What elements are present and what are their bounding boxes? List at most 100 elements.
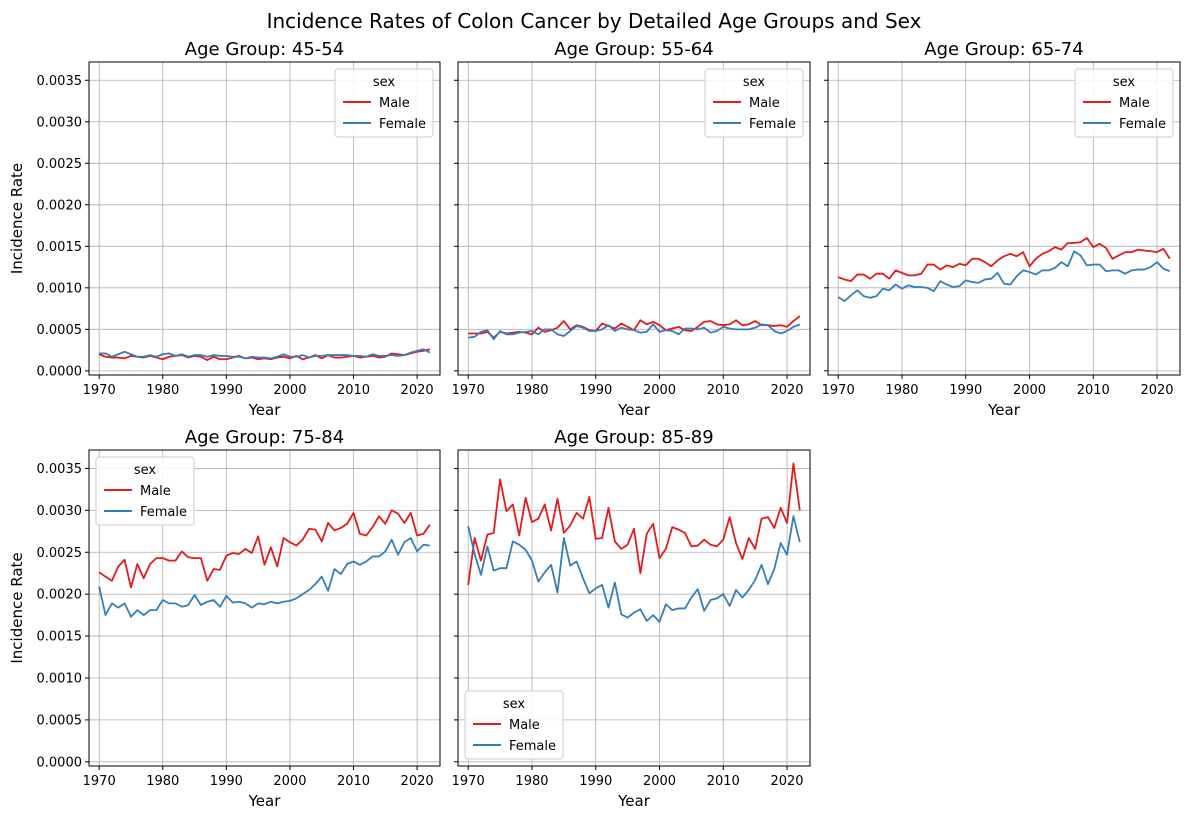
y-tick-label: 0.0000 (37, 755, 83, 770)
x-tick-label: 2000 (273, 383, 306, 398)
axes-frame (88, 449, 441, 767)
legend-box (95, 456, 195, 526)
legend: sex Male Female (1074, 68, 1174, 138)
legend-label-male: Male (509, 718, 540, 733)
y-tick-label: 0.0010 (37, 281, 83, 296)
subplot-title: Age Group: 75-84 (185, 427, 344, 448)
legend-box (334, 68, 434, 138)
x-axis-label: Year (987, 401, 1021, 419)
figure-title: Incidence Rates of Colon Cancer by Detai… (267, 9, 922, 33)
series-line-female (468, 323, 801, 341)
x-tick-label: 1990 (949, 383, 982, 398)
legend-label-male: Male (749, 96, 780, 111)
y-tick-label: 0.0030 (37, 115, 83, 130)
legend-label-female: Female (140, 505, 187, 520)
x-tick-label: 2000 (273, 774, 306, 789)
x-tick-label: 2010 (707, 774, 740, 789)
x-tick-label: 1990 (579, 774, 612, 789)
x-tick-label: 2020 (770, 383, 803, 398)
subplot-1: 1970 1980 1990 2000 2010 2020 0.0000 0.0005 0.00… (8, 39, 441, 419)
x-tick-label: 1980 (146, 383, 179, 398)
x-tick-label: 1970 (452, 774, 485, 789)
subplot-title: Age Group: 45-54 (185, 39, 344, 60)
legend-title: sex (503, 697, 526, 712)
x-tick-label: 2020 (401, 383, 434, 398)
legend-title: sex (373, 75, 396, 90)
legend-title: sex (743, 75, 766, 90)
y-tick-label: 0.0015 (37, 630, 83, 645)
subplot-4: 1970 1980 1990 2000 2010 2020 0.0000 0.0005 0.00… (8, 427, 441, 810)
series-line-female (99, 348, 431, 360)
legend: sex Male Female (95, 456, 195, 526)
subplot-3: 1970 1980 1990 2000 2010 2020 Age Group: 65-74… (822, 39, 1181, 419)
legend-label-male: Male (1119, 96, 1150, 111)
x-tick-label: 2000 (1013, 383, 1046, 398)
subplot-5: 1970 1980 1990 2000 2010 2020 Age Group: 85-89… (452, 427, 811, 810)
x-tick-label: 1990 (579, 383, 612, 398)
y-tick-label: 0.0000 (37, 364, 83, 379)
x-axis-label: Year (617, 792, 651, 810)
legend-title: sex (1113, 75, 1136, 90)
legend-box (704, 68, 804, 138)
x-tick-label: 2020 (770, 774, 803, 789)
series-line-female (837, 250, 1171, 303)
x-tick-label: 1980 (146, 774, 179, 789)
y-axis-label: Incidence Rate (8, 163, 26, 274)
legend-label-female: Female (749, 117, 796, 132)
legend: sex Male Female (704, 68, 804, 138)
x-tick-label: 2000 (643, 383, 676, 398)
x-tick-label: 1980 (885, 383, 918, 398)
legend-box (1074, 68, 1174, 138)
legend: sex Male Female (334, 68, 434, 138)
series-line-male (837, 237, 1171, 283)
series-line-male (467, 462, 801, 586)
subplot-title: Age Group: 55-64 (554, 39, 713, 60)
legend-label-male: Male (140, 484, 171, 499)
x-tick-label: 1980 (515, 383, 548, 398)
y-tick-label: 0.0025 (37, 157, 83, 172)
axes-frame (457, 449, 811, 767)
x-axis-label: Year (617, 401, 651, 419)
subplot-title: Age Group: 85-89 (554, 427, 713, 448)
x-tick-label: 1970 (822, 383, 855, 398)
subplot-title: Age Group: 65-74 (924, 39, 1083, 60)
x-tick-label: 1970 (83, 383, 116, 398)
x-tick-label: 2000 (643, 774, 676, 789)
x-tick-label: 1970 (83, 774, 116, 789)
y-tick-label: 0.0035 (37, 74, 83, 89)
x-tick-label: 2020 (401, 774, 434, 789)
axes-frame (457, 61, 811, 376)
y-axis-label: Incidence Rate (8, 552, 26, 663)
axes-frame (827, 61, 1181, 376)
y-tick-label: 0.0010 (37, 671, 83, 686)
subplot-2: 1970 1980 1990 2000 2010 2020 Age Group: 55-64… (452, 39, 811, 419)
y-tick-label: 0.0015 (37, 240, 83, 255)
legend-box (464, 690, 564, 760)
series-line-female (98, 537, 430, 618)
x-axis-label: Year (248, 401, 282, 419)
legend-label-male: Male (379, 96, 410, 111)
x-tick-label: 2020 (1140, 383, 1173, 398)
x-tick-label: 2010 (337, 383, 370, 398)
legend-label-female: Female (1119, 117, 1166, 132)
y-tick-label: 0.0025 (37, 546, 83, 561)
y-tick-label: 0.0020 (37, 588, 83, 603)
legend: sex Male Female (464, 690, 564, 760)
series-line-male (98, 509, 431, 589)
series-line-female (467, 515, 801, 623)
legend-label-female: Female (379, 117, 426, 132)
y-tick-label: 0.0005 (37, 713, 83, 728)
y-tick-label: 0.0030 (37, 504, 83, 519)
y-tick-label: 0.0035 (37, 462, 83, 477)
y-tick-label: 0.0020 (37, 198, 83, 213)
x-tick-label: 1970 (452, 383, 485, 398)
x-tick-label: 1990 (210, 774, 243, 789)
x-axis-label: Year (248, 792, 282, 810)
panels: 1970 1980 1990 2000 2010 2020 0.0000 0.0005 0.00… (8, 39, 1181, 810)
y-tick-label: 0.0005 (37, 323, 83, 338)
x-tick-label: 2010 (337, 774, 370, 789)
legend-label-female: Female (509, 739, 556, 754)
x-tick-label: 2010 (707, 383, 740, 398)
x-tick-label: 2010 (1077, 383, 1110, 398)
